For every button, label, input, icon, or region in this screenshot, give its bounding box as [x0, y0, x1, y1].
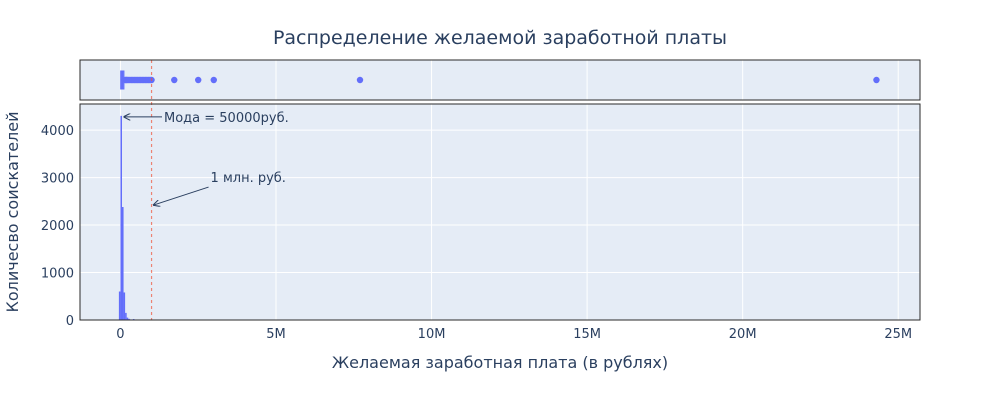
marginal-plot-background	[80, 60, 920, 100]
annotation-arrow-million	[154, 186, 209, 205]
histogram-bar	[118, 291, 121, 320]
main-plot-border	[79, 103, 921, 321]
y-tick-label: 1000	[41, 267, 74, 282]
histogram-bar	[125, 312, 127, 320]
y-tick-label: 3000	[41, 172, 74, 187]
annotation-mode: Мода = 50000руб.	[164, 111, 289, 126]
y-tick-label: 4000	[41, 124, 74, 139]
x-tick-label: 0	[116, 327, 124, 342]
x-tick-label: 25M	[884, 327, 912, 342]
x-tick-label: 15M	[573, 327, 601, 342]
box-outlier-point	[873, 76, 880, 84]
box-outlier-point	[195, 76, 202, 84]
annotation-million: 1 млн. руб.	[211, 171, 286, 186]
y-axis-title: Количесво соискателей	[3, 111, 22, 312]
histogram-bar	[120, 115, 122, 320]
box-outlier-point	[356, 76, 364, 84]
chart-title: Распределение желаемой заработной платы	[273, 27, 727, 49]
x-tick-label: 10M	[418, 327, 446, 342]
histogram-bar	[123, 292, 126, 320]
x-tick-label: 20M	[729, 327, 757, 342]
x-tick-label: 5M	[266, 327, 286, 342]
main-plot-background	[80, 104, 920, 320]
y-tick-label: 0	[66, 314, 74, 329]
x-axis-title: Желаемая заработная плата (в рублях)	[332, 353, 668, 372]
box-outlier-point	[210, 76, 217, 84]
marginal-plot-border	[79, 59, 921, 101]
histogram-bar	[128, 318, 130, 320]
histogram-bar	[126, 317, 129, 320]
y-tick-label: 2000	[41, 219, 74, 234]
histogram-bar	[122, 207, 124, 320]
box-outlier-point	[171, 76, 178, 84]
